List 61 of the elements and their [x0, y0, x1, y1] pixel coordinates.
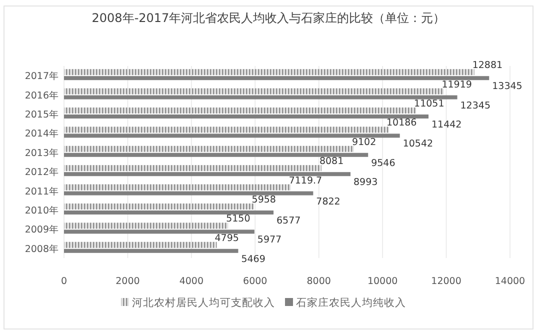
data-label: 12345	[460, 100, 491, 112]
bar	[64, 88, 444, 94]
data-label: 7822	[316, 196, 340, 208]
x-tick-label: 4000	[179, 276, 204, 287]
bar	[64, 210, 274, 214]
y-tick-label: 2017年	[24, 70, 59, 82]
data-label: 10542	[402, 138, 434, 150]
bar	[64, 204, 254, 210]
legend-label: 石家庄农民人均纯收入	[296, 296, 406, 309]
x-tick-label: 14000	[494, 276, 526, 287]
bar	[64, 248, 238, 253]
bar	[64, 114, 429, 118]
bar	[64, 146, 354, 152]
y-tick-label: 2010年	[24, 204, 59, 216]
y-tick-label: 2009年	[24, 224, 59, 236]
bar	[64, 126, 388, 133]
x-tick-label: 2000	[116, 276, 140, 287]
data-label: 6577	[276, 216, 301, 226]
data-label: 11919	[442, 79, 472, 90]
data-label: 11051	[414, 98, 444, 110]
x-tick-label: 10000	[367, 276, 398, 287]
y-tick-label: 2011年	[24, 185, 59, 198]
bar	[64, 184, 291, 190]
bar	[64, 191, 314, 196]
legend-label: 河北农村居民人均可支配收入	[132, 296, 275, 309]
data-label: 5977	[257, 234, 282, 246]
x-tick-label: 8000	[306, 276, 331, 287]
chart-title: 2008年-2017年河北省农民人均收入与石家庄的比较（单位：元）	[92, 11, 446, 25]
bar	[64, 76, 490, 80]
bar	[64, 172, 350, 176]
bar	[64, 165, 322, 172]
bar	[64, 95, 458, 100]
data-label: 11442	[432, 120, 462, 130]
bar	[64, 242, 217, 248]
data-label: 5958	[252, 194, 276, 206]
y-tick-label: 2012年	[24, 166, 59, 178]
data-label: 13345	[492, 81, 522, 92]
data-label: 5150	[226, 214, 250, 225]
data-label: 9546	[371, 158, 396, 169]
bar	[64, 222, 228, 229]
y-tick-label: 2014年	[24, 128, 59, 140]
x-tick-label: 12000	[431, 276, 462, 287]
data-label: 4795	[214, 232, 239, 244]
y-tick-label: 2013年	[24, 146, 59, 159]
data-label: 5469	[241, 254, 266, 265]
x-tick-label: 0	[60, 276, 68, 287]
data-label: 8993	[353, 177, 378, 188]
data-label: 12881	[472, 60, 503, 72]
bar	[64, 69, 474, 76]
y-tick-label: 2008年	[24, 242, 59, 255]
y-tick-label: 2016年	[24, 89, 59, 102]
x-tick-label: 6000	[243, 276, 268, 287]
data-label: 8081	[319, 156, 344, 168]
data-label: 7119.7	[288, 175, 322, 186]
bar	[64, 230, 254, 234]
y-tick-label: 2015年	[24, 108, 59, 120]
bar	[64, 108, 416, 114]
data-label: 9102	[352, 136, 376, 148]
data-label: 10186	[386, 118, 417, 129]
bar	[64, 152, 368, 157]
bar	[64, 134, 400, 138]
